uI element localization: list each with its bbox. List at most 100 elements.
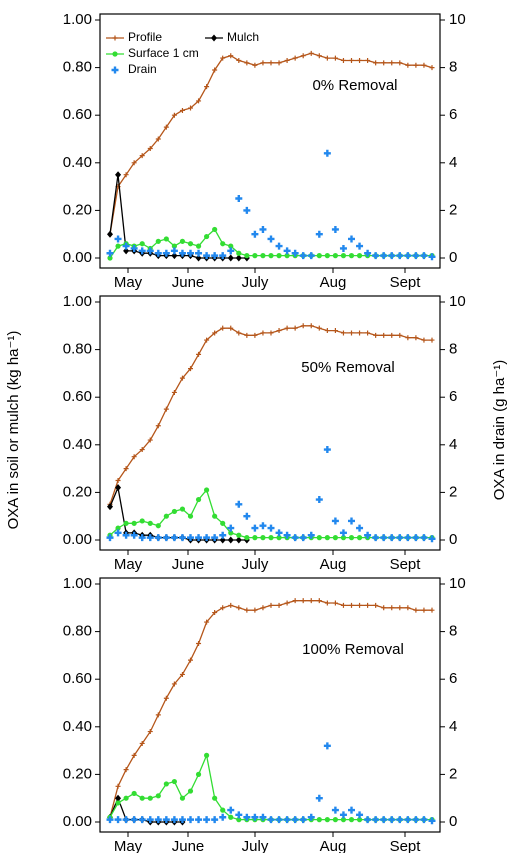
marker (307, 252, 315, 260)
marker (260, 535, 266, 541)
marker (244, 535, 250, 541)
marker (131, 160, 137, 166)
marker (364, 249, 372, 257)
x-tick-label: Aug (320, 556, 347, 573)
marker (228, 53, 234, 59)
marker (405, 335, 411, 341)
marker (413, 335, 419, 341)
marker (112, 35, 118, 41)
marker (252, 607, 258, 613)
marker (139, 740, 145, 746)
y2-tick-label: 0 (449, 531, 457, 548)
marker (259, 813, 267, 821)
annotation: 0% Removal (312, 77, 397, 94)
marker (299, 534, 307, 542)
marker (236, 57, 242, 63)
x-tick-label: July (242, 274, 269, 291)
marker (146, 247, 154, 255)
y2-axis-label: OXA in drain (g ha⁻¹) (491, 360, 508, 500)
marker (268, 253, 274, 259)
marker (195, 254, 202, 262)
marker (179, 375, 185, 381)
marker (252, 332, 258, 338)
legend-label: Mulch (227, 30, 259, 44)
marker (195, 496, 202, 503)
x-tick-label: May (114, 274, 143, 291)
marker (356, 535, 363, 541)
marker (155, 423, 161, 429)
marker (204, 619, 210, 625)
marker (357, 57, 363, 63)
series (106, 446, 436, 543)
marker (236, 330, 242, 336)
marker (107, 255, 113, 261)
marker (219, 252, 227, 260)
marker (308, 598, 314, 604)
y2-tick-label: 0 (449, 813, 457, 830)
y2-tick-label: 8 (449, 341, 457, 358)
marker (291, 249, 299, 257)
y-tick-label: 0.80 (63, 341, 92, 358)
marker (268, 602, 274, 608)
marker (316, 53, 322, 59)
y2-tick-label: 10 (449, 11, 466, 28)
marker (228, 602, 234, 608)
marker (300, 598, 306, 604)
marker (235, 254, 242, 262)
marker (243, 813, 251, 821)
marker (356, 524, 364, 532)
marker (212, 226, 218, 233)
marker (428, 817, 436, 825)
y-tick-label: 0.00 (63, 813, 92, 830)
marker (146, 816, 154, 824)
marker (276, 328, 282, 334)
marker (203, 534, 211, 542)
marker (155, 238, 161, 244)
marker (324, 253, 330, 259)
marker (139, 241, 145, 247)
marker (179, 795, 186, 801)
marker (388, 252, 396, 260)
marker (196, 98, 202, 104)
marker (122, 531, 130, 539)
marker (203, 816, 211, 824)
marker (339, 244, 347, 252)
marker (324, 328, 330, 334)
marker (171, 778, 177, 785)
marker (122, 242, 130, 250)
marker (212, 610, 218, 616)
marker (146, 534, 154, 542)
marker (299, 252, 307, 260)
marker (187, 249, 194, 257)
marker (211, 34, 217, 42)
marker (179, 107, 185, 113)
legend-label: Surface 1 cm (128, 46, 199, 60)
marker (131, 790, 137, 797)
marker (420, 252, 428, 260)
marker (115, 171, 122, 179)
y2-tick-label: 2 (449, 765, 457, 782)
marker (365, 330, 371, 336)
marker (179, 238, 186, 244)
marker (413, 62, 419, 68)
marker (421, 607, 427, 613)
marker (115, 525, 121, 531)
series (107, 598, 435, 820)
marker (162, 534, 170, 542)
marker (252, 535, 258, 541)
marker (111, 66, 119, 74)
marker (397, 332, 403, 338)
marker (187, 534, 194, 542)
marker (179, 671, 185, 677)
marker (211, 816, 219, 824)
marker (356, 242, 364, 250)
y-tick-label: 0.40 (63, 154, 92, 171)
marker (364, 531, 372, 539)
marker (211, 534, 219, 542)
marker (244, 60, 250, 66)
marker (340, 330, 346, 336)
marker (275, 816, 283, 824)
marker (123, 520, 129, 526)
marker (275, 529, 283, 537)
marker (196, 641, 202, 646)
